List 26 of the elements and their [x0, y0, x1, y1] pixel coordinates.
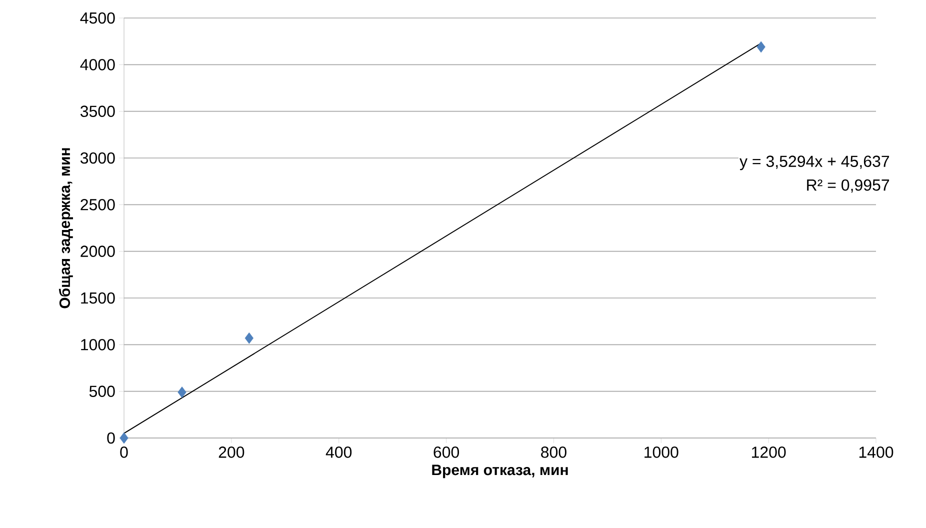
x-tick-label: 800 — [541, 446, 566, 458]
x-axis-title: Время отказа, мин — [432, 464, 568, 478]
y-tick-label: 500 — [89, 386, 115, 397]
x-tick-label: 0 — [120, 446, 128, 458]
point — [244, 332, 254, 344]
annotation: y = 3,5294x + 45,637 — [740, 156, 890, 170]
annotation: R² = 0,9957 — [807, 179, 890, 193]
y-tick-label: 1000 — [81, 339, 115, 350]
y-tick-label: 2000 — [80, 246, 115, 257]
y-tick-label: 3500 — [80, 106, 115, 118]
point — [120, 432, 128, 444]
x-tick-label: 1400 — [859, 446, 894, 458]
point — [756, 41, 766, 53]
x-tick-label: 1200 — [752, 446, 786, 458]
x-tick-label: 600 — [434, 446, 459, 458]
y-tick-label: 3000 — [80, 152, 115, 164]
y-tick-label: 1500 — [81, 292, 115, 304]
y-tick-label: 2500 — [80, 199, 115, 210]
y-tick-label: 0 — [107, 432, 115, 444]
x-tick-label: 200 — [218, 446, 244, 458]
x-tick-label: 400 — [326, 446, 352, 458]
y-tick-label: 4000 — [80, 59, 115, 70]
x-tick-label: 1000 — [644, 446, 678, 458]
y-tick-label: 4500 — [80, 12, 115, 24]
y-axis-title: Общая задержка, мин — [58, 148, 73, 308]
point — [178, 386, 186, 398]
